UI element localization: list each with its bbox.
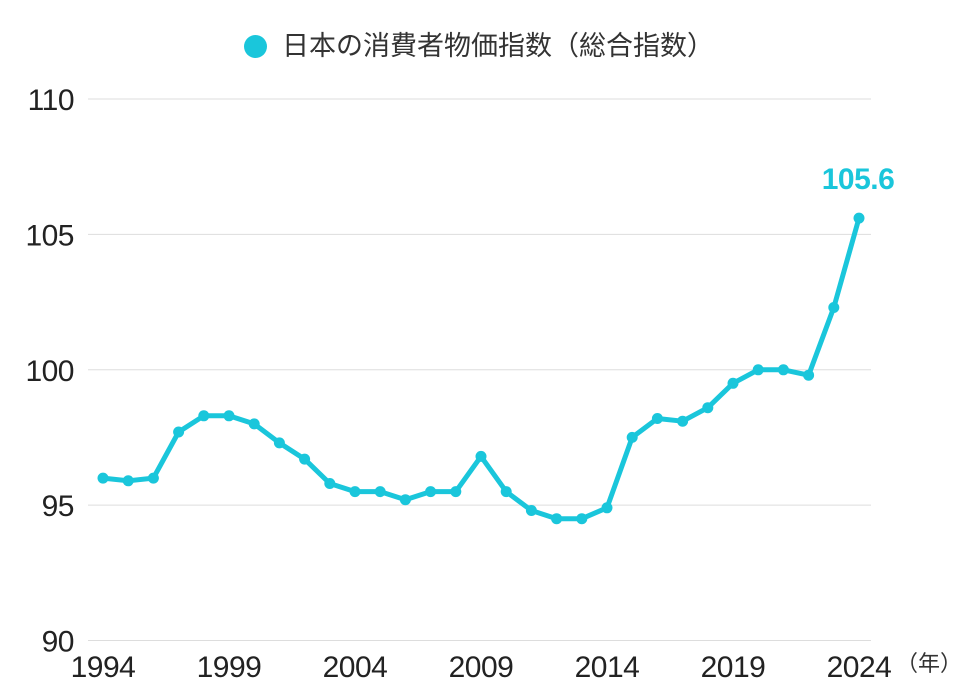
data-point-2005[interactable] xyxy=(374,486,386,498)
data-point-2019[interactable] xyxy=(727,377,739,389)
y-tick-label-90: 90 xyxy=(42,626,74,659)
data-point-2018[interactable] xyxy=(702,402,714,414)
data-point-2016[interactable] xyxy=(651,413,663,424)
cpi-series xyxy=(97,212,865,525)
data-point-2004[interactable] xyxy=(349,486,361,498)
data-point-2011[interactable] xyxy=(525,505,537,516)
legend-marker-icon xyxy=(244,35,267,58)
x-axis-unit-label: （年） xyxy=(896,651,958,676)
x-tick-label-2024: 2024 xyxy=(827,651,892,684)
data-point-2024[interactable] xyxy=(853,212,865,224)
data-point-2020[interactable] xyxy=(752,364,764,376)
data-point-2014[interactable] xyxy=(601,502,613,514)
legend[interactable]: 日本の消費者物価指数（総合指数） xyxy=(0,31,958,62)
cpi-line xyxy=(100,215,862,522)
x-tick-label-2004: 2004 xyxy=(323,651,388,684)
data-point-2022[interactable] xyxy=(803,369,815,381)
y-axis-labels: 90 95 100 105 110 xyxy=(25,84,74,659)
y-tick-label-105: 105 xyxy=(25,219,74,252)
data-point-2017[interactable] xyxy=(677,415,689,427)
data-point-2023[interactable] xyxy=(828,302,840,313)
gridlines xyxy=(88,98,871,641)
data-point-2007[interactable] xyxy=(425,486,437,498)
data-point-2002[interactable] xyxy=(299,453,311,465)
y-tick-label-95: 95 xyxy=(42,490,74,523)
data-point-2010[interactable] xyxy=(500,486,512,498)
data-point-2008[interactable] xyxy=(450,486,462,498)
data-point-2012[interactable] xyxy=(551,513,563,525)
data-point-2009[interactable] xyxy=(475,450,487,462)
data-point-1998[interactable] xyxy=(198,410,210,422)
data-point-2003[interactable] xyxy=(324,478,336,489)
data-point-2001[interactable] xyxy=(273,437,285,449)
x-tick-label-1994: 1994 xyxy=(71,651,136,684)
x-tick-label-2019: 2019 xyxy=(701,651,766,684)
y-tick-label-110: 110 xyxy=(28,84,74,117)
x-tick-label-2009: 2009 xyxy=(449,651,514,684)
x-tick-label-1999: 1999 xyxy=(197,651,262,684)
data-point-1995[interactable] xyxy=(122,475,134,487)
data-point-1999[interactable] xyxy=(223,410,235,422)
y-tick-label-100: 100 xyxy=(25,355,74,388)
x-tick-label-2014: 2014 xyxy=(575,651,640,684)
data-point-1994[interactable] xyxy=(97,472,109,484)
data-point-2013[interactable] xyxy=(576,513,588,525)
data-point-2021[interactable] xyxy=(777,364,789,376)
data-point-2015[interactable] xyxy=(626,431,638,443)
data-point-1997[interactable] xyxy=(173,426,185,438)
data-point-2006[interactable] xyxy=(399,494,411,506)
last-value-label: 105.6 xyxy=(822,163,895,196)
legend-label: 日本の消費者物価指数（総合指数） xyxy=(282,31,714,61)
data-point-2000[interactable] xyxy=(248,418,260,430)
x-axis-labels: 1994 1999 2004 2009 2014 2019 2024 xyxy=(71,651,892,684)
data-point-1996[interactable] xyxy=(147,472,159,484)
